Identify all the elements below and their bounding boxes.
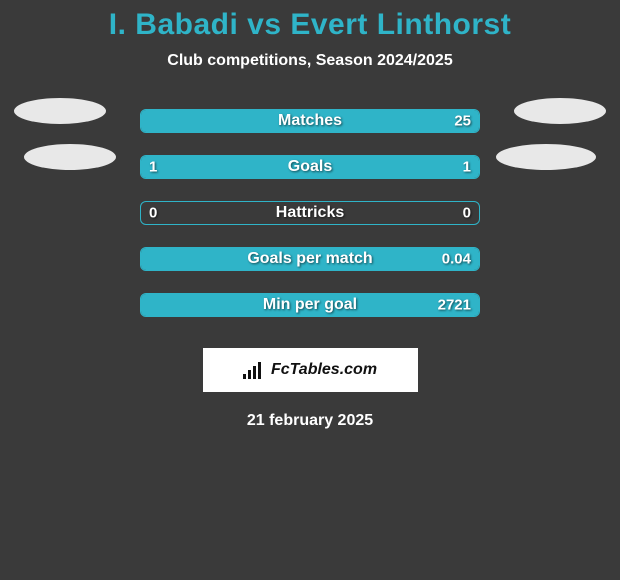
stat-label: Min per goal bbox=[263, 296, 357, 314]
stat-label: Matches bbox=[278, 112, 342, 130]
stat-label: Goals per match bbox=[247, 250, 372, 268]
badge-text: FcTables.com bbox=[271, 361, 377, 379]
stat-row: Goals per match 0.04 bbox=[0, 236, 620, 282]
stat-row: 0 Hattricks 0 bbox=[0, 190, 620, 236]
stat-label: Goals bbox=[288, 158, 332, 176]
stat-label: Hattricks bbox=[276, 204, 344, 222]
bar-fill-right bbox=[310, 156, 479, 178]
stat-bar-gpm: Goals per match 0.04 bbox=[140, 247, 480, 271]
subtitle: Club competitions, Season 2024/2025 bbox=[0, 52, 620, 70]
stat-left-value: 0 bbox=[149, 205, 157, 222]
stat-bar-matches: Matches 25 bbox=[140, 109, 480, 133]
stats-rows: Matches 25 1 Goals 1 0 Hattricks 0 bbox=[0, 98, 620, 328]
stat-right-value: 2721 bbox=[438, 297, 471, 314]
source-badge: FcTables.com bbox=[203, 348, 418, 392]
stat-row: Matches 25 bbox=[0, 98, 620, 144]
stat-right-value: 1 bbox=[463, 159, 471, 176]
stat-bar-goals: 1 Goals 1 bbox=[140, 155, 480, 179]
stat-row: 1 Goals 1 bbox=[0, 144, 620, 190]
stat-right-value: 0 bbox=[463, 205, 471, 222]
stat-right-value: 0.04 bbox=[442, 251, 471, 268]
stat-bar-mpg: Min per goal 2721 bbox=[140, 293, 480, 317]
bar-fill-left bbox=[141, 156, 310, 178]
comparison-card: I. Babadi vs Evert Linthorst Club compet… bbox=[0, 0, 620, 430]
chart-icon bbox=[243, 361, 265, 379]
page-title: I. Babadi vs Evert Linthorst bbox=[0, 8, 620, 42]
stat-row: Min per goal 2721 bbox=[0, 282, 620, 328]
date-label: 21 february 2025 bbox=[0, 412, 620, 430]
stat-left-value: 1 bbox=[149, 159, 157, 176]
stat-right-value: 25 bbox=[454, 113, 471, 130]
stat-bar-hattricks: 0 Hattricks 0 bbox=[140, 201, 480, 225]
